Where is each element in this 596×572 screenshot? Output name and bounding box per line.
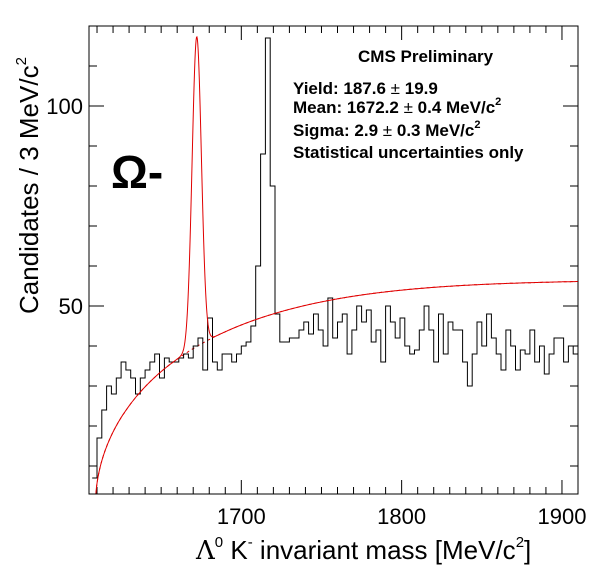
plus-minus: ± (404, 98, 413, 117)
x-axis: 1700 1800 1900 (96, 26, 586, 529)
y-tick-label: 50 (59, 294, 83, 319)
x-tick-label: 1900 (537, 504, 586, 529)
x-axis-title: Λ0 K- invariant mass [MeV/c2] (195, 534, 531, 566)
y-axis-title: Candidates / 3 MeV/c2 (13, 57, 44, 314)
mean-annotation: Mean: 1672.2 ± 0.4 MeV/c2 (293, 96, 501, 117)
x-tick-label: 1800 (377, 504, 426, 529)
plus-minus: ± (391, 79, 400, 98)
plus-minus: ± (383, 121, 392, 140)
sigma-annotation: Sigma: 2.9 ± 0.3 MeV/c2 (293, 119, 480, 140)
yield-annotation: Yield: 187.6 ± 19.9 (293, 79, 438, 98)
data-histogram (92, 37, 578, 479)
omega-minus-label: Ω- (111, 146, 163, 198)
y-axis: 50 100 (46, 65, 578, 467)
plot-frame (88, 25, 579, 495)
cms-preliminary-label: CMS Preliminary (358, 47, 494, 66)
stat-uncertainty-note: Statistical uncertainties only (293, 143, 524, 162)
total-fit-curve (95, 35, 578, 494)
background-fit-curve (95, 281, 578, 494)
x-tick-label: 1700 (217, 504, 266, 529)
y-tick-label: 100 (46, 94, 83, 119)
